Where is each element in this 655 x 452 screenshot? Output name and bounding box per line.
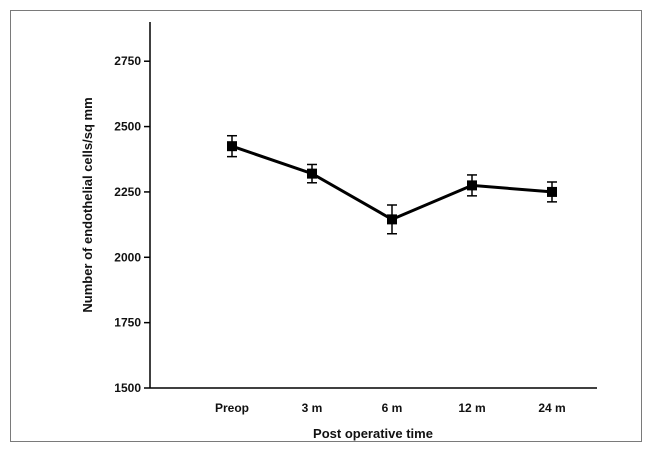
- y-tick-label: 1500: [114, 381, 141, 395]
- y-tick-label: 2500: [114, 120, 141, 134]
- data-point: [307, 168, 317, 179]
- y-tick-label: 2750: [114, 54, 141, 68]
- axes: [149, 22, 597, 389]
- data-point: [387, 214, 397, 225]
- x-tick-label: 3 m: [302, 401, 323, 415]
- x-tick-label: 6 m: [382, 401, 403, 415]
- x-ticks: Preop 3 m 6 m 12 m 24 m: [215, 401, 566, 415]
- data-point: [547, 186, 557, 197]
- x-tick-label: 24 m: [538, 401, 565, 415]
- x-axis-title: Post operative time: [313, 426, 433, 441]
- y-axis-title: Number of endothelial cells/sq mm: [80, 97, 95, 312]
- y-tick-label: 1750: [114, 316, 141, 330]
- y-ticks: 1500 1750 2000 2250 2500 2750: [114, 54, 150, 395]
- data-series: [227, 134, 557, 235]
- y-tick-label: 2000: [114, 250, 141, 264]
- y-tick-label: 2250: [114, 185, 141, 199]
- x-tick-label: Preop: [215, 401, 249, 415]
- data-point: [467, 180, 477, 191]
- x-tick-label: 12 m: [458, 401, 485, 415]
- chart-frame: [10, 10, 642, 442]
- data-point: [227, 141, 237, 152]
